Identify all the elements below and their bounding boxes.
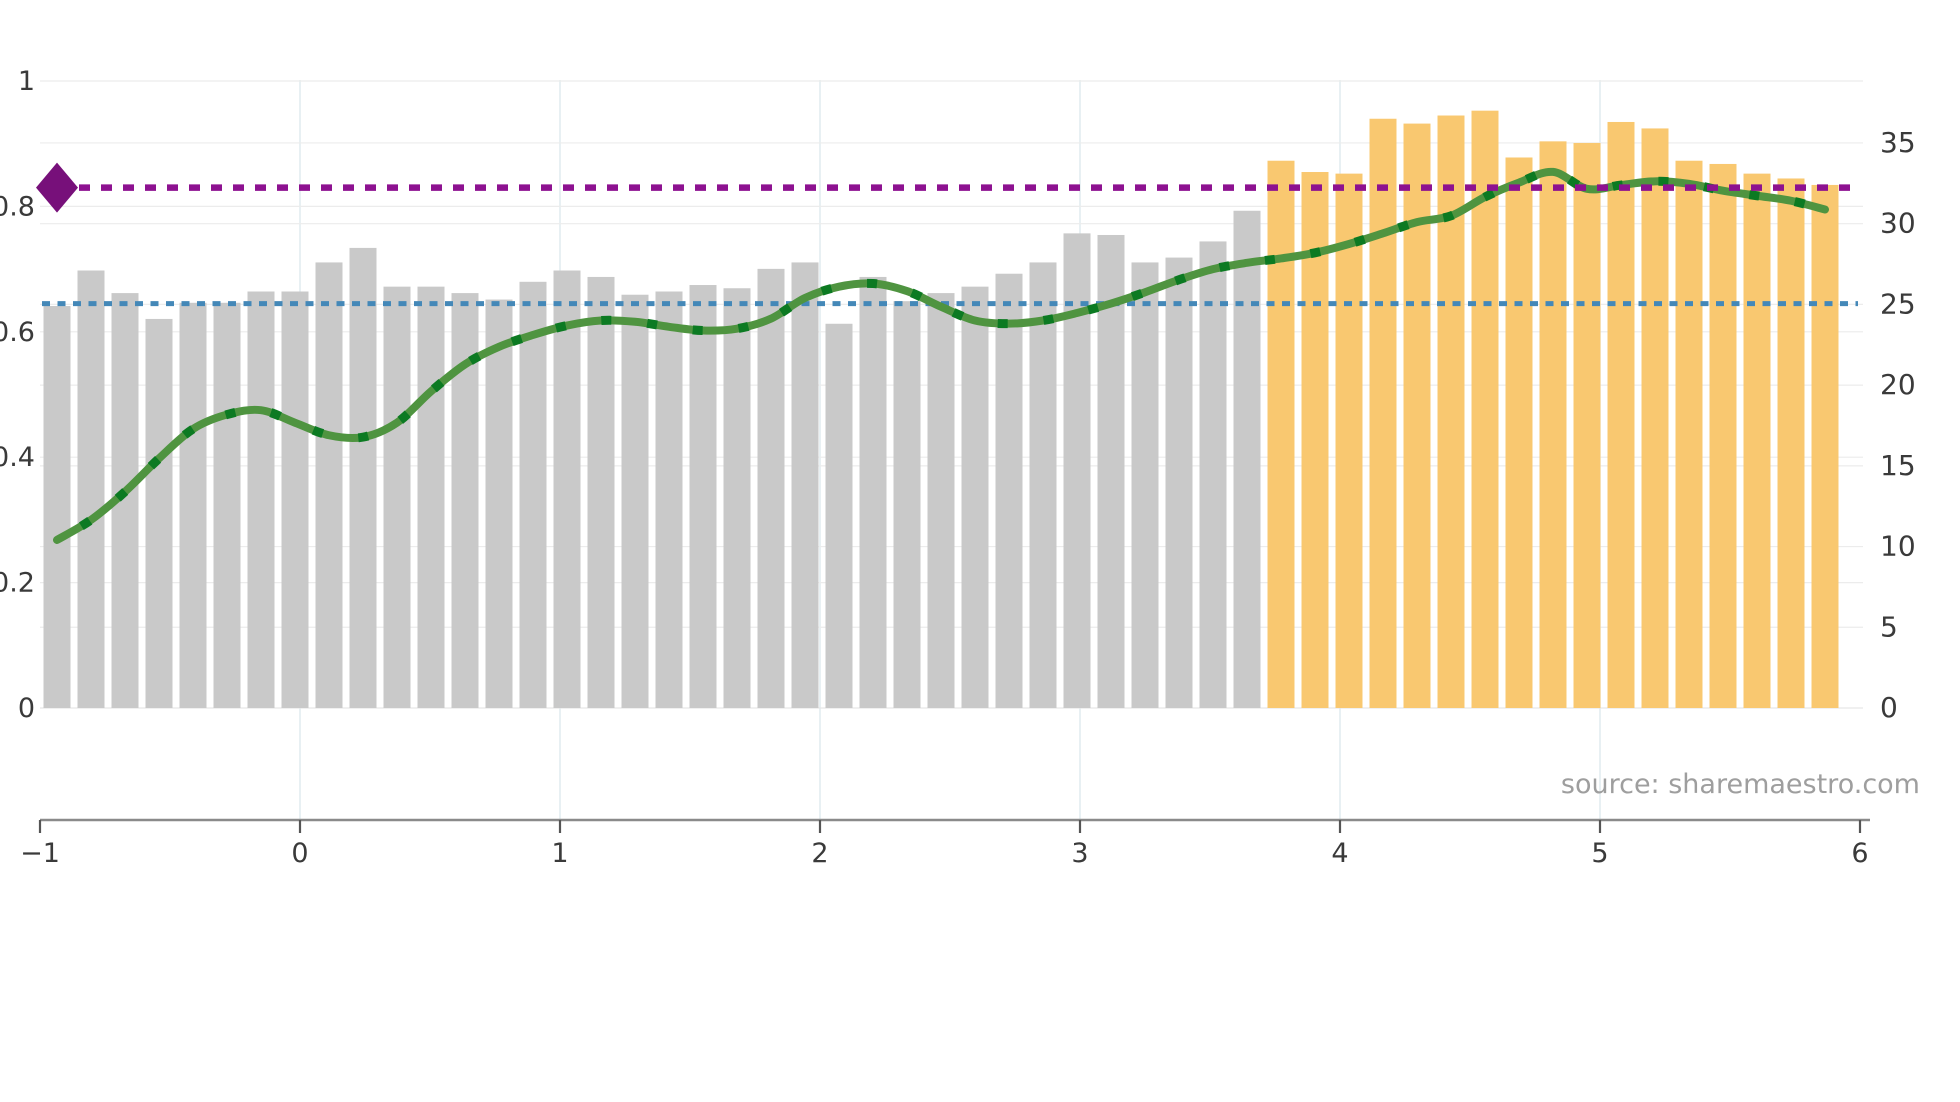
x-axis-tick-label: 0 <box>291 838 308 869</box>
x-axis-tick-label: 2 <box>811 838 828 869</box>
price-bars <box>43 110 1839 709</box>
x-axis-tick-label: 1 <box>551 838 568 869</box>
close-price-bar <box>757 268 785 708</box>
dtl-breached-bar <box>1777 178 1805 708</box>
close-price-bar <box>519 281 547 708</box>
close-price-bar <box>621 294 649 708</box>
dtl-breached-bar <box>1267 160 1295 709</box>
dtl-breached-bar <box>1437 115 1465 708</box>
close-price-bar <box>77 270 105 708</box>
close-price-bar <box>1199 241 1227 708</box>
close-price-bar <box>281 291 309 708</box>
x-axis-tick-label: 4 <box>1331 838 1348 869</box>
left-axis-tick-label: 1 <box>18 66 35 97</box>
right-axis-tick-label: 30 <box>1880 207 1916 240</box>
left-axis-tick-label: 0 <box>18 693 35 724</box>
close-price-bar <box>1029 262 1057 708</box>
dtl-breached-bar <box>1709 163 1737 708</box>
close-price-bar <box>723 288 751 708</box>
close-price-bar <box>553 270 581 708</box>
close-price-bar <box>485 299 513 708</box>
dtl-breached-bar <box>1335 173 1363 708</box>
x-axis-tick-label: 6 <box>1851 838 1868 869</box>
close-price-bar <box>213 302 241 708</box>
left-axis-tick-label: 0.4 <box>0 442 35 473</box>
source-credit: source: sharemaestro.com <box>1561 769 1920 800</box>
close-price-bar <box>825 323 853 708</box>
close-price-bar <box>349 247 377 708</box>
x-axis-tick-label: −1 <box>20 838 60 869</box>
demand-threshold-diamond-icon <box>36 162 78 213</box>
close-price-bar <box>655 291 683 708</box>
chart-legend: Close Price★Investor Buy SignalMomentum … <box>0 880 1960 1102</box>
close-price-bar <box>179 302 207 708</box>
dtl-breached-bar <box>1675 160 1703 709</box>
close-price-bar <box>1131 262 1159 708</box>
chart-area: 0 0.2 0.4 0.6 0.8 1 0 5 10 15 20 25 30 35 −1 0 1 2 3 4 5 6 so… <box>0 66 1920 869</box>
dtl-breached-bar <box>1607 121 1635 709</box>
dtl-breached-bar <box>1573 142 1601 708</box>
right-axis-tick-label: 25 <box>1880 287 1916 320</box>
close-price-bar <box>961 286 989 708</box>
close-price-bar <box>43 306 71 708</box>
dtl-breached-bar <box>1743 173 1771 708</box>
close-price-bar <box>587 276 615 708</box>
x-axis-tick-label: 3 <box>1071 838 1088 869</box>
dtl-breached-bar <box>1811 184 1839 709</box>
close-price-bar <box>315 262 343 708</box>
signal-lines <box>36 162 1858 544</box>
dtl-breached-bar <box>1301 172 1329 709</box>
dtl-breached-bar <box>1539 141 1567 709</box>
left-axis-tick-label: 0.2 <box>0 568 35 599</box>
close-price-bar <box>859 276 887 708</box>
close-price-bar <box>417 286 445 708</box>
dtl-breached-bar <box>1505 157 1533 708</box>
left-axis-tick-label: 0.6 <box>0 317 35 348</box>
right-axis-tick-label: 0 <box>1880 691 1898 724</box>
right-axis-tick-label: 5 <box>1880 610 1898 643</box>
close-price-bar <box>1165 257 1193 708</box>
right-axis-tick-label: 20 <box>1880 368 1916 401</box>
close-price-bar <box>145 318 173 708</box>
close-price-bar <box>1233 210 1261 708</box>
right-axis-tick-label: 35 <box>1880 126 1916 159</box>
close-price-bar <box>791 262 819 708</box>
momentum-signal-dashes <box>54 167 1827 544</box>
close-price-bar <box>247 291 275 708</box>
close-price-bar <box>995 273 1023 708</box>
right-axis-tick-label: 15 <box>1880 449 1916 482</box>
left-axis-tick-label: 0.8 <box>0 191 35 222</box>
dtl-breached-bar <box>1369 118 1397 708</box>
close-price-bar <box>383 286 411 708</box>
dtl-breached-bar <box>1471 110 1499 708</box>
x-axis-tick-label: 5 <box>1591 838 1608 869</box>
close-price-bar <box>927 293 955 708</box>
close-price-bar <box>893 301 921 708</box>
close-price-bar <box>689 285 717 708</box>
right-axis-tick-label: 10 <box>1880 530 1916 563</box>
dtl-breached-bar <box>1403 123 1431 708</box>
dtl-breached-bar <box>1641 128 1669 708</box>
close-price-bar <box>1097 234 1125 708</box>
